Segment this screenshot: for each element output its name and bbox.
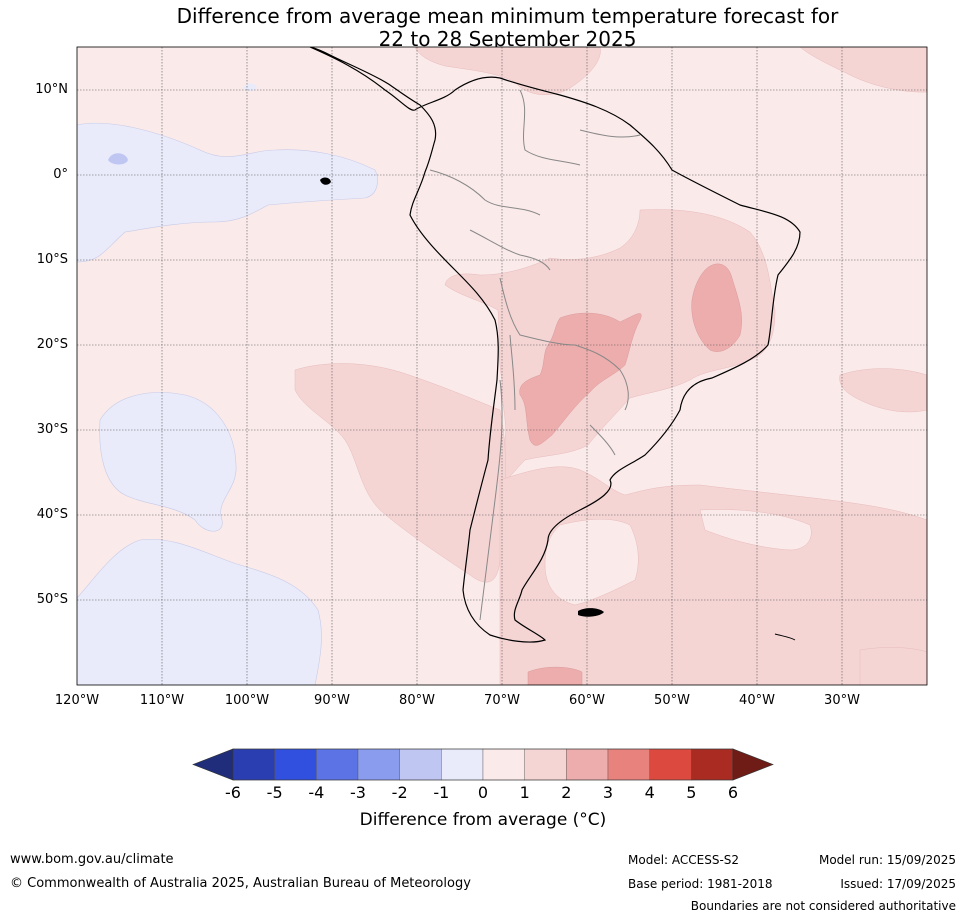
positive-region-southwest-pacific-edge — [859, 647, 927, 685]
footer-model-run: Model run: 15/09/2025 — [818, 853, 956, 867]
colorbar-tick-label: 3 — [602, 783, 614, 802]
graticule — [77, 47, 927, 685]
lon-label-40w: 40°W — [739, 693, 775, 708]
negative-region-southwest-pacific — [77, 538, 322, 685]
positive-region-south-pacific-tongue — [294, 363, 506, 583]
near-zero-patch-atlantic — [699, 509, 812, 551]
lon-label-120w: 120°W — [54, 693, 100, 708]
colorbar-tick-label: -6 — [225, 783, 241, 802]
lat-label-30s: 30°S — [36, 422, 68, 437]
lat-label-20s: 20°S — [36, 337, 68, 352]
colorbar-cell — [357, 748, 400, 781]
footer-model: Model: ACCESS-S2 — [628, 853, 740, 867]
lat-label-10s: 10°S — [36, 252, 68, 267]
colorbar-tick-label: 1 — [519, 783, 530, 802]
lon-label-30w: 30°W — [824, 693, 860, 708]
negative-region-southeast-pacific — [99, 392, 237, 532]
lon-label-50w: 50°W — [654, 693, 690, 708]
negative-small-1 — [243, 83, 257, 91]
colorbar-cell — [316, 748, 359, 781]
lat-label-10n: 10°N — [35, 82, 68, 97]
colorbar-cell — [649, 748, 692, 781]
map-title-line1: Difference from average mean minimum tem… — [176, 4, 839, 28]
footer-website[interactable]: www.bom.gov.au/climate — [10, 852, 174, 867]
footer-issued: Issued: 17/09/2025 — [840, 877, 956, 891]
colorbar-extend-high — [732, 748, 774, 781]
colorbar-cell — [607, 748, 650, 781]
near-zero-patch-argentine-shelf — [544, 518, 639, 606]
negative-spot-1 — [108, 153, 128, 165]
lon-label-110w: 110°W — [139, 693, 185, 708]
footer-disclaimer: Boundaries are not considered authoritat… — [690, 899, 956, 913]
south-america-coastline — [309, 47, 801, 643]
colorbar-tick-label: 4 — [644, 783, 655, 802]
colorbar-cell — [441, 748, 484, 781]
colorbar-tick-label: -2 — [391, 783, 408, 802]
colorbar-tick-label: 5 — [686, 783, 697, 802]
lon-label-80w: 80°W — [399, 693, 435, 708]
south-georgia — [774, 633, 796, 641]
lat-label-40s: 40°S — [36, 507, 68, 522]
positive-region-east-atlantic — [839, 368, 927, 413]
lon-label-60w: 60°W — [569, 693, 605, 708]
colorbar-extend-low — [192, 748, 234, 781]
positive-region-caribbean — [414, 47, 601, 95]
falkland-islands — [578, 608, 604, 617]
colorbar-tick-label: 6 — [727, 783, 739, 802]
lat-label-0: 0° — [53, 167, 68, 182]
colorbar-cell — [524, 748, 567, 781]
footer-copyright: © Commonwealth of Australia 2025, Austra… — [10, 876, 471, 891]
positive-region-north-atlantic — [799, 47, 927, 93]
colorbar-tick-label: 2 — [561, 783, 572, 802]
galapagos — [320, 177, 331, 185]
colorbar-label: Difference from average (°C) — [359, 810, 607, 830]
negative-region-equatorial-pacific — [77, 122, 378, 263]
lat-label-50s: 50°S — [36, 592, 68, 607]
positive-core-brazil-east — [691, 263, 742, 352]
colorbar-cell — [232, 748, 275, 781]
lon-label-100w: 100°W — [224, 693, 270, 708]
colorbar-cell — [399, 748, 442, 781]
colorbar-tick-label: -5 — [266, 783, 283, 802]
map-title-line2: 22 to 28 September 2025 — [378, 27, 637, 51]
positive-core-chaco — [519, 312, 642, 446]
footer-base-period: Base period: 1981-2018 — [628, 877, 773, 891]
colorbar-cell — [691, 748, 734, 781]
lon-label-70w: 70°W — [484, 693, 520, 708]
lon-label-90w: 90°W — [314, 693, 350, 708]
colorbar-cell — [274, 748, 317, 781]
colorbar-cell — [566, 748, 609, 781]
colorbar-cell — [482, 748, 525, 781]
colorbar-tick-label: 0 — [477, 783, 489, 802]
positive-core-south-atlantic — [527, 666, 583, 685]
colorbar-tick-label: -4 — [308, 783, 325, 802]
country-borders — [429, 89, 641, 621]
colorbar-tick-label: -1 — [433, 783, 450, 802]
colorbar-tick-label: -3 — [350, 783, 366, 802]
